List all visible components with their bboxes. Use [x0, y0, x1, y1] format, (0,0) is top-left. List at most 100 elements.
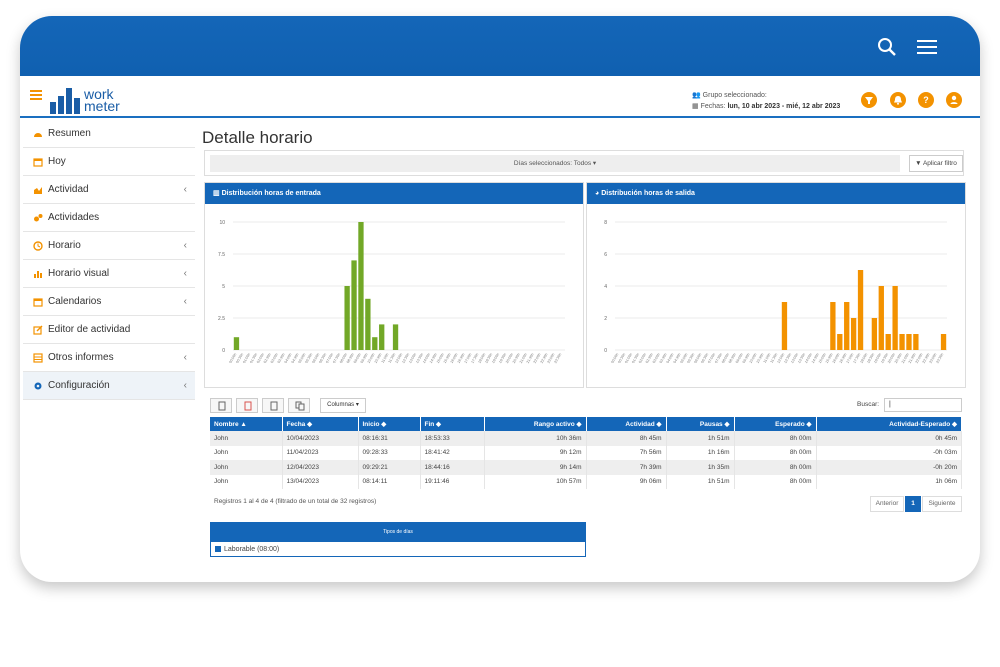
col-header-nombre[interactable]: Nombre ▲ — [210, 417, 283, 431]
table-cell: -0h 20m — [816, 460, 962, 475]
table-icon — [33, 353, 43, 363]
col-header-rango[interactable]: Rango activo ◆ — [484, 417, 587, 431]
sidebar-item-horario-visual[interactable]: Horario visual ‹ — [23, 260, 195, 288]
chart-bar[interactable] — [844, 302, 850, 350]
table-cell: 09:29:21 — [358, 460, 421, 475]
sidebar-item-actividad[interactable]: Actividad ‹ — [23, 176, 195, 204]
col-header-diferencia[interactable]: Actividad-Esperado ◆ — [816, 417, 962, 431]
table-row[interactable]: John 12/04/2023 09:29:21 18:44:16 9h 14m 7h 3… — [210, 460, 962, 475]
sidebar-item-editor[interactable]: Editor de actividad — [23, 316, 195, 344]
next-page-button[interactable]: Siguiente — [922, 496, 962, 512]
hamburger-icon[interactable] — [916, 36, 938, 58]
chart-bar[interactable] — [906, 334, 912, 350]
sidebar-item-actividades[interactable]: Actividades — [23, 204, 195, 232]
col-header-fin[interactable]: Fin ◆ — [420, 417, 485, 431]
x-tick-label: 03:30h — [659, 353, 668, 365]
group-info: 👥 Grupo seleccionado: ▦ Fechas: lun, 10 … — [692, 90, 840, 112]
chart-bar[interactable] — [358, 222, 364, 350]
prev-page-button[interactable]: Anterior — [870, 496, 904, 512]
export-pdf-button[interactable] — [236, 398, 258, 413]
table-cell: -0h 03m — [816, 445, 962, 460]
chart-bar[interactable] — [878, 286, 884, 350]
table-cell: 10h 36m — [484, 431, 587, 446]
col-header-actividad[interactable]: Actividad ◆ — [586, 417, 667, 431]
workmeter-logo[interactable]: work meter — [50, 86, 140, 114]
chart-bar[interactable] — [857, 270, 864, 350]
x-tick-label: 07:30h — [714, 353, 723, 365]
table-row[interactable]: John 11/04/2023 09:28:33 18:41:42 9h 12m 7h 5… — [210, 445, 962, 460]
table-row[interactable]: John 10/04/2023 08:16:31 18:53:33 10h 36m 8h … — [210, 431, 962, 446]
col-header-esperado[interactable]: Esperado ◆ — [734, 417, 817, 431]
chart-bar[interactable] — [913, 334, 919, 350]
sidebar-item-horario[interactable]: Horario ‹ — [23, 232, 195, 260]
chart-bar[interactable] — [365, 298, 371, 350]
table-header-row: Nombre ▲ Fecha ◆ Inicio ◆ Fin ◆ Rango ac… — [210, 417, 962, 431]
x-tick-label: 15:00h — [436, 353, 445, 365]
logo-text-meter: meter — [84, 98, 120, 114]
chart-bar[interactable] — [837, 334, 843, 350]
sidebar-item-label: Resumen — [48, 128, 91, 139]
table-cell: 1h 51m — [666, 474, 735, 489]
export-excel-button[interactable] — [262, 398, 284, 413]
x-tick-label: 17:30h — [470, 353, 479, 365]
x-tick-label: 03:30h — [277, 353, 286, 365]
chart-bar[interactable] — [781, 302, 788, 350]
col-header-fecha[interactable]: Fecha ◆ — [282, 417, 359, 431]
search-icon[interactable] — [876, 36, 898, 58]
chevron-left-icon: ‹ — [183, 380, 187, 391]
sidebar-item-resumen[interactable]: Resumen — [23, 120, 195, 148]
x-tick-label: 10:00h — [749, 353, 758, 365]
chart-bar[interactable] — [850, 318, 857, 350]
sidebar-toggle-icon[interactable] — [30, 90, 42, 100]
apply-filter-button[interactable]: ▼ Aplicar filtro — [909, 155, 963, 172]
table-cell: John — [210, 431, 283, 446]
days-selector[interactable]: Días seleccionados: Todos ▾ — [210, 155, 900, 172]
x-tick-label: 01:00h — [624, 353, 633, 365]
x-tick-label: 13:30h — [415, 353, 424, 365]
chart-bar[interactable] — [351, 260, 357, 350]
schedule-table: Nombre ▲ Fecha ◆ Inicio ◆ Fin ◆ Rango ac… — [210, 417, 962, 489]
chart-bar[interactable] — [892, 286, 898, 350]
chart-bar[interactable] — [379, 324, 385, 350]
columns-button[interactable]: Columnas ▾ — [320, 398, 366, 413]
gear-icon — [34, 382, 42, 390]
sidebar-item-otros-informes[interactable]: Otros informes ‹ — [23, 344, 195, 372]
chart-bar[interactable] — [392, 324, 399, 350]
table-row[interactable]: John 13/04/2023 08:14:11 19:11:46 10h 57m 9h … — [210, 474, 962, 489]
chart-bar[interactable] — [372, 337, 378, 350]
x-tick-label: 15:30h — [443, 353, 452, 365]
page-1-button[interactable]: 1 — [905, 496, 921, 512]
table-cell: 09:28:33 — [358, 445, 421, 460]
sidebar-item-hoy[interactable]: Hoy — [23, 148, 195, 176]
help-button[interactable]: ? — [918, 92, 934, 108]
x-tick-label: 21:30h — [908, 353, 917, 365]
x-tick-label: 18:30h — [484, 353, 493, 365]
table-cell: 13/04/2023 — [282, 474, 359, 489]
chart-bar[interactable] — [233, 337, 240, 350]
chart-bar[interactable] — [940, 334, 947, 350]
chart-bar[interactable] — [871, 318, 878, 350]
chart-title: Distribución horas de entrada — [221, 190, 321, 197]
search-input[interactable]: | — [884, 398, 962, 412]
table-cell: John — [210, 445, 283, 460]
x-tick-label: 04:30h — [291, 353, 300, 365]
chart-bar[interactable] — [830, 302, 836, 350]
chart-bar[interactable] — [899, 334, 905, 350]
filter-button[interactable] — [861, 92, 877, 108]
chart-bar[interactable] — [344, 286, 350, 350]
notifications-button[interactable] — [890, 92, 906, 108]
area-chart-icon — [34, 187, 42, 194]
sidebar-item-calendarios[interactable]: Calendarios ‹ — [23, 288, 195, 316]
table-cell: 18:44:16 — [420, 460, 485, 475]
col-header-pausas[interactable]: Pausas ◆ — [666, 417, 735, 431]
dashboard-icon — [34, 133, 42, 137]
copy-button[interactable] — [288, 398, 310, 413]
x-tick-label: 05:30h — [304, 353, 313, 365]
sidebar-item-configuracion[interactable]: Configuración ‹ — [23, 372, 195, 400]
col-header-inicio[interactable]: Inicio ◆ — [358, 417, 421, 431]
x-tick-label: 06:30h — [700, 353, 709, 365]
user-button[interactable] — [946, 92, 962, 108]
filter-bar: Días seleccionados: Todos ▾ ▼ Aplicar fi… — [204, 150, 964, 176]
chart-bar[interactable] — [885, 334, 891, 350]
export-csv-button[interactable] — [210, 398, 232, 413]
